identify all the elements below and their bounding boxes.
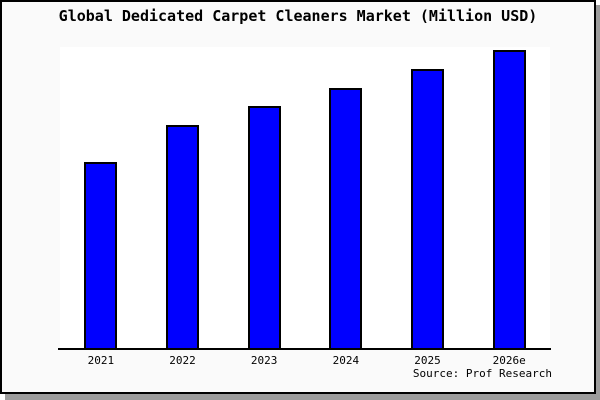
x-tick-label-2026e: 2026e xyxy=(492,354,526,367)
plot-area xyxy=(60,47,550,350)
chart-title: Global Dedicated Carpet Cleaners Market … xyxy=(58,7,538,25)
x-tick-label-2022: 2022 xyxy=(169,354,196,367)
x-axis-labels: 2021 2022 2023 2024 2025 2026e xyxy=(60,354,550,367)
bar-2021 xyxy=(84,162,118,350)
x-tick-label-2021: 2021 xyxy=(87,354,115,367)
x-tick-label-2023: 2023 xyxy=(250,354,278,367)
bar-2023 xyxy=(247,106,281,350)
x-axis-line xyxy=(58,348,551,350)
drop-shadow-right xyxy=(596,5,600,400)
drop-shadow-bottom xyxy=(5,394,600,400)
bar-2025 xyxy=(410,69,444,350)
bar-2024 xyxy=(329,88,363,350)
x-tick-label-2025: 2025 xyxy=(414,354,441,367)
x-tick-label-2024: 2024 xyxy=(332,354,360,367)
source-credit: Source: Prof Research xyxy=(412,367,552,380)
bar-2022 xyxy=(165,125,199,350)
bar-2026e xyxy=(492,50,526,350)
